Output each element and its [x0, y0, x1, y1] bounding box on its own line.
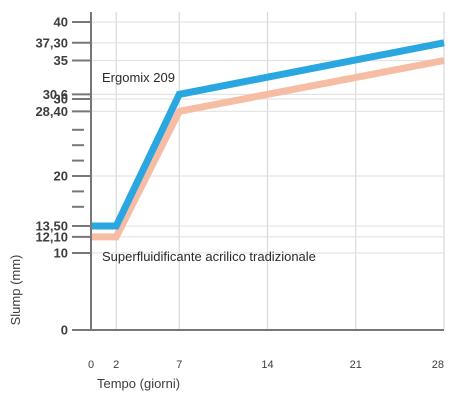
x-tick-label: 0	[88, 359, 94, 371]
y-tick-label: 13,50	[35, 219, 68, 234]
x-tick-label: 21	[350, 359, 362, 371]
grid-lines	[91, 12, 445, 330]
y-tick-label: 10	[54, 246, 68, 261]
series-lines	[91, 39, 445, 241]
series-line	[91, 39, 445, 230]
y-axis-label: Slump (mm)	[8, 255, 23, 326]
y-tick-label: 12,10	[35, 229, 68, 244]
y-tick-label: 35	[54, 53, 68, 68]
x-tick-label: 2	[113, 359, 119, 371]
y-tick-label: 20	[54, 169, 68, 184]
axes	[90, 12, 444, 331]
y-tick-label: 37,30	[35, 35, 68, 50]
x-tick-label: 14	[261, 359, 273, 371]
y-tick-label: 30,6	[43, 87, 68, 102]
x-axis-label: Tempo (giorni)	[97, 376, 180, 391]
series-label-traditional: Superfluidificante acrilico tradizionale	[102, 249, 316, 264]
y-tick-label: 28,40	[35, 104, 68, 119]
series-label-ergomix: Ergomix 209	[102, 70, 175, 85]
series-line	[91, 57, 445, 241]
x-tick-label: 7	[176, 359, 182, 371]
x-tick-label: 28	[432, 359, 444, 371]
y-tick-label: 0	[61, 323, 68, 338]
tick-marks	[72, 21, 90, 331]
y-tick-label: 40	[54, 15, 68, 30]
y-tick-label: 30	[54, 92, 68, 107]
